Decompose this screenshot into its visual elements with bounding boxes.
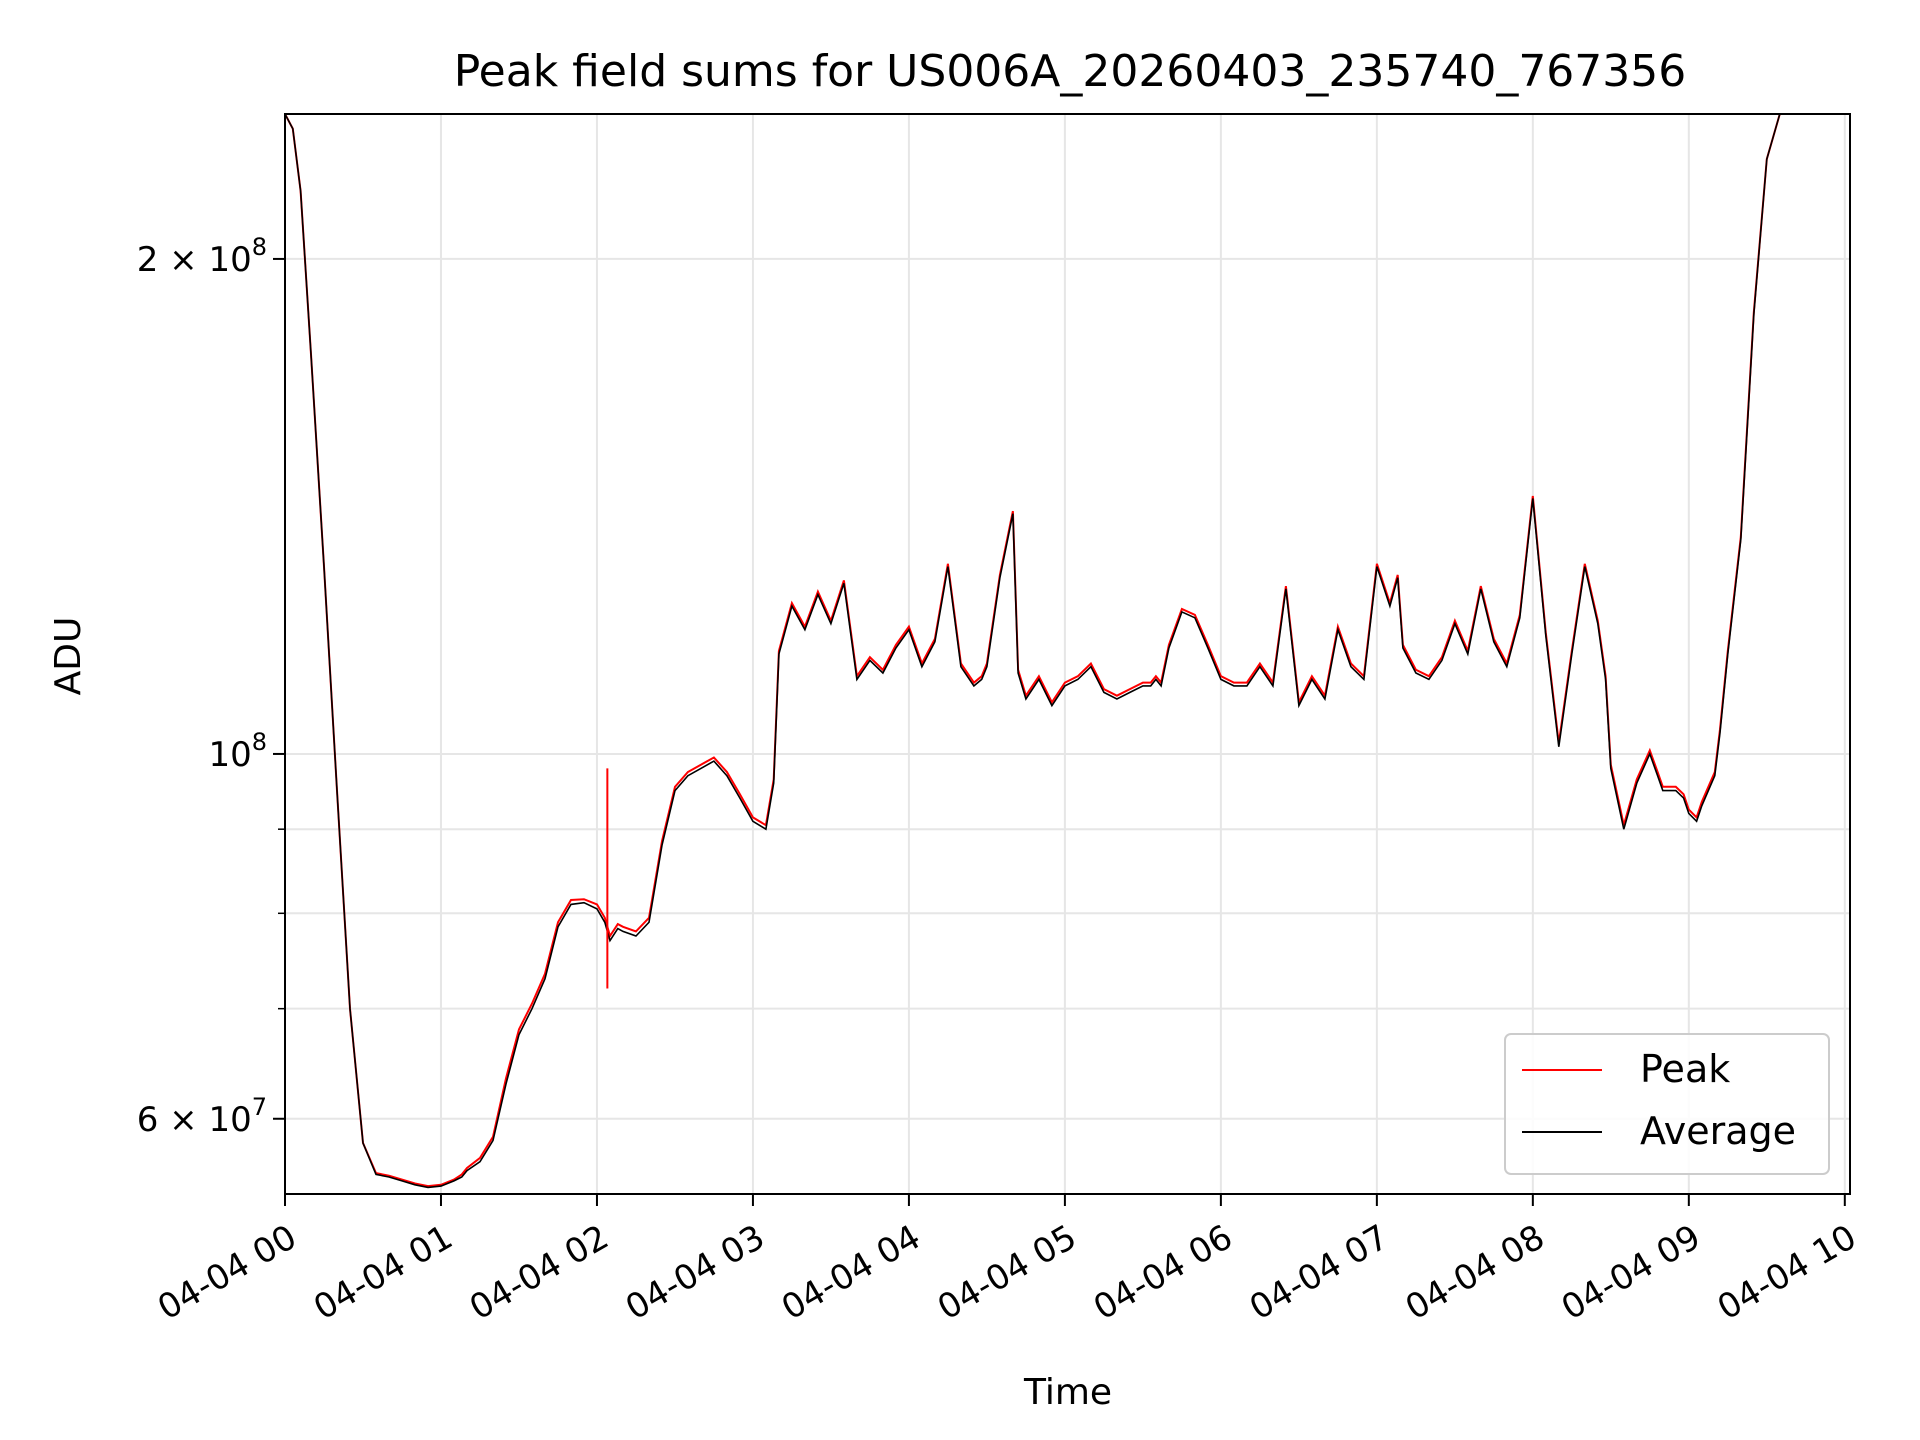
legend-label-average: Average	[1640, 1109, 1796, 1153]
series-layer	[285, 114, 1793, 1189]
chart-title: Peak field sums for US006A_20260403_2357…	[454, 46, 1687, 97]
x-axis-label: Time	[1023, 1372, 1112, 1413]
y-tick-label: 108	[208, 728, 267, 775]
series-line-average	[285, 114, 1793, 1189]
y-axis: 6 × 107 108 2 × 108	[137, 233, 285, 1140]
plot-frame	[284, 113, 1851, 1195]
legend: Peak Average	[1504, 1033, 1830, 1175]
y-tick-label: 6 × 107	[137, 1093, 267, 1140]
y-axis-label: ADU	[48, 617, 89, 696]
grid	[284, 114, 1850, 1194]
legend-label-peak: Peak	[1640, 1047, 1730, 1091]
y-tick-label: 2 × 108	[137, 233, 267, 280]
